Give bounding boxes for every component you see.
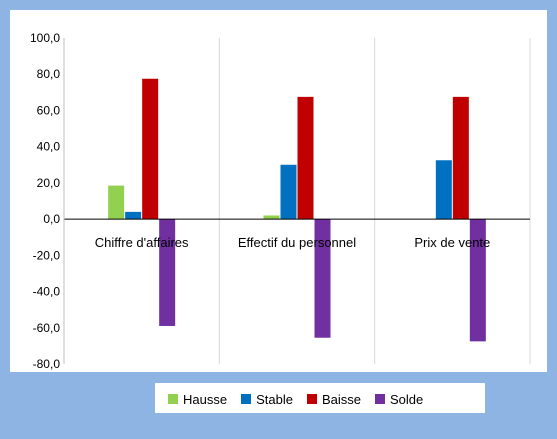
bar-hausse-1	[263, 215, 280, 220]
category-label: Effectif du personnel	[238, 235, 356, 250]
bar-stable-1	[280, 164, 297, 220]
legend-box	[155, 383, 485, 413]
legend-label: Hausse	[183, 391, 228, 407]
y-tick-label: 40,0	[37, 140, 61, 154]
legend: Hausse Stable Baisse Solde	[168, 388, 437, 410]
bar-solde-2	[469, 219, 486, 342]
legend-item-stable: Stable	[241, 392, 293, 407]
y-tick-labels: 100,0 80,0 60,0 40,0 20,0 0,0 -20,0 -40,0 -60,0 -…	[30, 31, 60, 371]
y-tick-label: 80,0	[37, 67, 61, 81]
legend-item-hausse: Hausse	[168, 392, 227, 407]
y-tick-label: -60,0	[33, 321, 61, 335]
y-tick-label: 20,0	[37, 176, 61, 190]
legend-item-baisse: Baisse	[306, 391, 361, 407]
legend-item-solde: Solde	[374, 391, 424, 407]
category-labels: Chiffre d'affaires Effectif du personnel P…	[95, 235, 490, 250]
bar-solde-0	[159, 219, 176, 326]
bar-baisse-2	[452, 96, 469, 220]
bar-hausse-0	[108, 185, 125, 220]
axis-layer	[63, 38, 530, 364]
bar-stable-0	[125, 211, 142, 220]
y-tick-label: 60,0	[37, 103, 61, 117]
bar-solde-1	[314, 219, 331, 338]
bar-baisse-0	[142, 78, 159, 220]
legend-swatch	[374, 394, 385, 404]
category-label: Chiffre d'affaires	[95, 235, 189, 250]
y-tick-label: 0,0	[43, 212, 60, 226]
legend-label: Stable	[256, 391, 293, 407]
legend-label: Solde	[389, 391, 424, 407]
y-tick-label: -20,0	[33, 248, 61, 262]
y-tick-label: -80,0	[33, 357, 61, 371]
y-tick-label: -40,0	[33, 285, 61, 299]
category-label: Prix de vente	[414, 235, 490, 250]
legend-swatch	[241, 394, 252, 404]
bar-stable-2	[435, 160, 452, 220]
legend-label: Baisse	[321, 391, 361, 407]
legend-swatch	[168, 394, 178, 404]
legend-swatch	[306, 394, 317, 404]
bar-baisse-1	[297, 96, 314, 220]
bars-layer	[108, 78, 486, 342]
y-tick-label: 100,0	[30, 31, 60, 45]
